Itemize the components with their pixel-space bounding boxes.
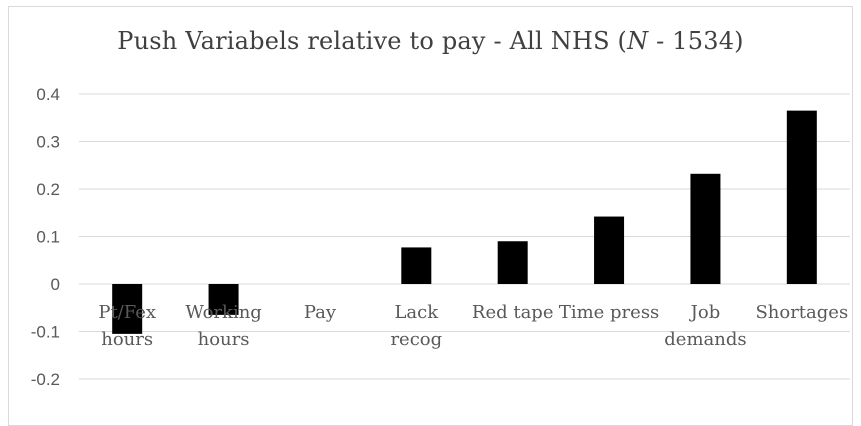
category-label: Lack (394, 302, 439, 323)
y-tick-label: -0.2 (31, 370, 60, 389)
category-label: Time press (559, 302, 659, 323)
y-tick-label: 0.3 (36, 133, 60, 152)
bar (786, 110, 817, 284)
category-label: demands (664, 329, 746, 350)
bar (112, 284, 143, 334)
y-tick-label: 0.1 (36, 228, 60, 247)
bar (401, 247, 432, 284)
category-label: Working (185, 302, 262, 323)
bar-chart: 0.4 0.3 0.2 0.1 0 -0.1 -0.2 Pt/Fex hours Working h… (31, 85, 850, 389)
category-label: hours (101, 329, 153, 350)
y-tick-label: 0.4 (36, 85, 60, 104)
category-label: recog (390, 329, 442, 350)
bar (208, 284, 239, 315)
bar (690, 173, 721, 284)
bar (497, 241, 528, 284)
category-label: Pay (304, 302, 337, 323)
category-label: Pt/Fex (98, 302, 156, 323)
category-label: hours (198, 329, 250, 350)
bar (594, 216, 625, 284)
y-tick-label: 0.2 (36, 180, 60, 199)
category-label: Shortages (755, 302, 848, 323)
category-label: Red tape (472, 302, 554, 323)
y-tick-label: -0.1 (31, 323, 60, 342)
category-label: Job (689, 302, 721, 323)
chart-title: Push Variabels relative to pay - All NHS… (117, 27, 744, 55)
y-tick-label: 0 (51, 275, 60, 294)
